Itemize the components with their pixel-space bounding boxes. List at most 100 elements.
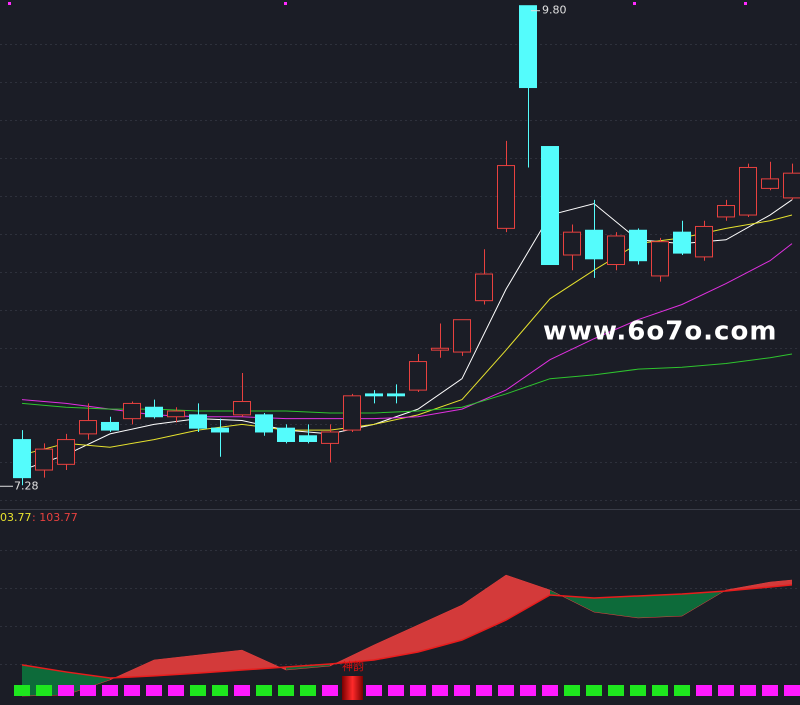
band-segment	[462, 575, 506, 641]
dot	[744, 2, 747, 5]
candle-body	[717, 205, 735, 218]
candle-body	[519, 5, 537, 89]
band-segment	[66, 671, 110, 695]
grid	[0, 44, 800, 665]
signal-bar	[342, 676, 363, 700]
signal-square	[630, 685, 646, 696]
band-segment	[198, 650, 242, 674]
signal-square	[256, 685, 272, 696]
candle-body	[409, 361, 427, 391]
band-segment	[286, 663, 330, 671]
indicator-pane: 神韵	[14, 574, 800, 700]
band-segment	[638, 594, 682, 618]
signal-square	[520, 685, 536, 696]
band-segment	[418, 605, 462, 652]
signal-square	[234, 685, 250, 696]
signal-square	[674, 685, 690, 696]
signal-square	[388, 685, 404, 696]
signal-square	[124, 685, 140, 696]
signal-square	[36, 685, 52, 696]
band-segment	[594, 595, 638, 618]
candle-body	[651, 241, 669, 277]
candle-body	[167, 410, 185, 418]
candle-body	[233, 401, 251, 416]
candle-body	[13, 439, 31, 479]
low-label: 7.28	[14, 479, 39, 492]
candle-body	[123, 402, 141, 420]
candle-body	[387, 393, 405, 397]
candle-body	[739, 166, 757, 216]
candle-body	[255, 414, 273, 433]
signal-square	[740, 685, 756, 696]
candle-body	[35, 448, 53, 471]
candle-body	[57, 439, 75, 465]
high-label: 9.80	[542, 4, 567, 17]
signal-square	[366, 685, 382, 696]
candle-body	[453, 319, 471, 353]
signal-square	[718, 685, 734, 696]
signal-square	[146, 685, 162, 696]
candle-body	[321, 431, 339, 444]
dot	[284, 2, 287, 5]
signal-square	[80, 685, 96, 696]
candle-body	[607, 235, 625, 266]
indicator-line	[21, 584, 793, 679]
band-segment	[154, 655, 198, 676]
candle-body	[101, 421, 119, 431]
signal-square	[762, 685, 778, 696]
candle-body	[695, 225, 713, 258]
price-pane: 9.80 7.28	[0, 4, 800, 492]
signal-square	[58, 685, 74, 696]
signal-square	[652, 685, 668, 696]
candle-body	[211, 427, 229, 433]
dot	[8, 2, 11, 5]
signal-square	[212, 685, 228, 696]
band-segment	[22, 664, 66, 697]
signal-square	[300, 685, 316, 696]
candle-body	[673, 231, 691, 254]
indicator-header: 03.77	[0, 511, 32, 524]
signal-square	[696, 685, 712, 696]
signal-square	[476, 685, 492, 696]
signal-square	[322, 685, 338, 696]
signal-square	[784, 685, 800, 696]
signal-square	[190, 685, 206, 696]
signal-square	[102, 685, 118, 696]
watermark: www.6o7o.com	[543, 317, 777, 347]
signal-square	[278, 685, 294, 696]
candle-body	[343, 395, 361, 431]
candle-body	[563, 231, 581, 256]
candle-body	[541, 146, 559, 266]
candle-body	[761, 178, 779, 189]
candle-body	[145, 406, 163, 418]
signal-square	[454, 685, 470, 696]
candle-body	[79, 420, 97, 435]
signal-square	[542, 685, 558, 696]
signal-square	[168, 685, 184, 696]
candle-body	[475, 273, 493, 302]
candle-body	[783, 172, 800, 199]
candle-body	[299, 435, 317, 442]
candle-body	[277, 427, 295, 442]
signal-square	[586, 685, 602, 696]
candle-body	[629, 229, 647, 262]
signal-square	[432, 685, 448, 696]
signal-square	[14, 685, 30, 696]
candle-body	[585, 229, 603, 260]
signal-square	[608, 685, 624, 696]
signal-square	[410, 685, 426, 696]
candle-body	[497, 165, 515, 229]
candle-body	[431, 347, 449, 351]
dot	[633, 2, 636, 5]
top-dots	[8, 2, 747, 5]
candle-body	[365, 393, 383, 397]
indicator-header: : 103.77	[32, 511, 78, 524]
signal-square	[564, 685, 580, 696]
signal-square	[498, 685, 514, 696]
candle-body	[189, 414, 207, 429]
band-segment	[374, 625, 418, 660]
indicator-line	[21, 574, 793, 697]
signal-label: 神韵	[342, 659, 364, 673]
